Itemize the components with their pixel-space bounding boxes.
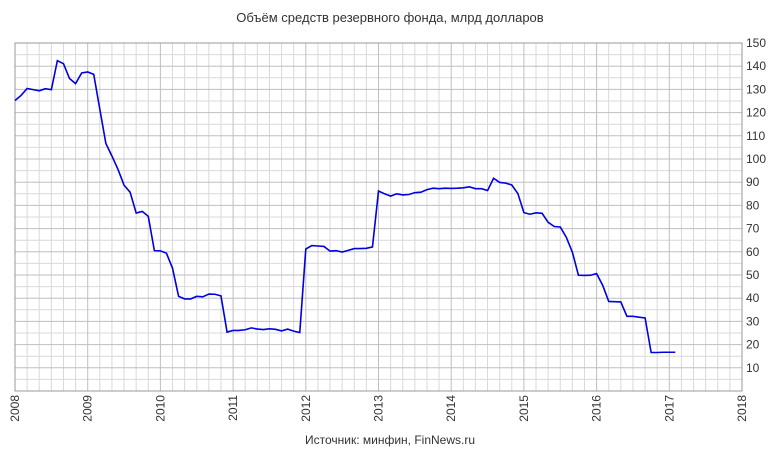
- x-tick-label: 2017: [662, 395, 676, 422]
- y-tick-label: 70: [746, 222, 760, 236]
- x-tick-label: 2011: [226, 395, 240, 421]
- y-tick-label: 50: [746, 268, 760, 282]
- x-tick-label: 2015: [517, 395, 531, 422]
- plot-border: [14, 42, 743, 392]
- data-line: [14, 59, 676, 354]
- chart-title: Объём средств резервного фонда, млрд дол…: [236, 10, 544, 25]
- y-tick-label: 30: [746, 314, 760, 328]
- x-tick-label: 2012: [299, 395, 313, 422]
- x-tick-label: 2009: [81, 395, 95, 422]
- x-tick-label: 2016: [590, 395, 604, 422]
- y-tick-label: 20: [746, 338, 760, 352]
- y-tick-label: 130: [746, 82, 766, 96]
- y-tick-label: 80: [746, 198, 760, 212]
- source-note: Источник: минфин, FinNews.ru: [305, 433, 475, 447]
- x-tick-label: 2008: [8, 395, 22, 422]
- y-tick-label: 120: [746, 106, 766, 120]
- x-tick-label: 2018: [735, 395, 749, 422]
- y-tick-label: 150: [746, 36, 766, 50]
- y-tick-label: 40: [746, 291, 760, 305]
- y-tick-label: 10: [746, 361, 760, 375]
- x-tick-label: 2014: [444, 395, 458, 422]
- x-tick-label: 2010: [153, 395, 167, 422]
- y-tick-label: 100: [746, 152, 766, 166]
- x-tick-label: 2013: [372, 395, 386, 422]
- y-tick-label: 60: [746, 245, 760, 259]
- y-tick-label: 140: [746, 59, 766, 73]
- y-tick-label: 90: [746, 175, 760, 189]
- y-tick-label: 110: [746, 129, 765, 143]
